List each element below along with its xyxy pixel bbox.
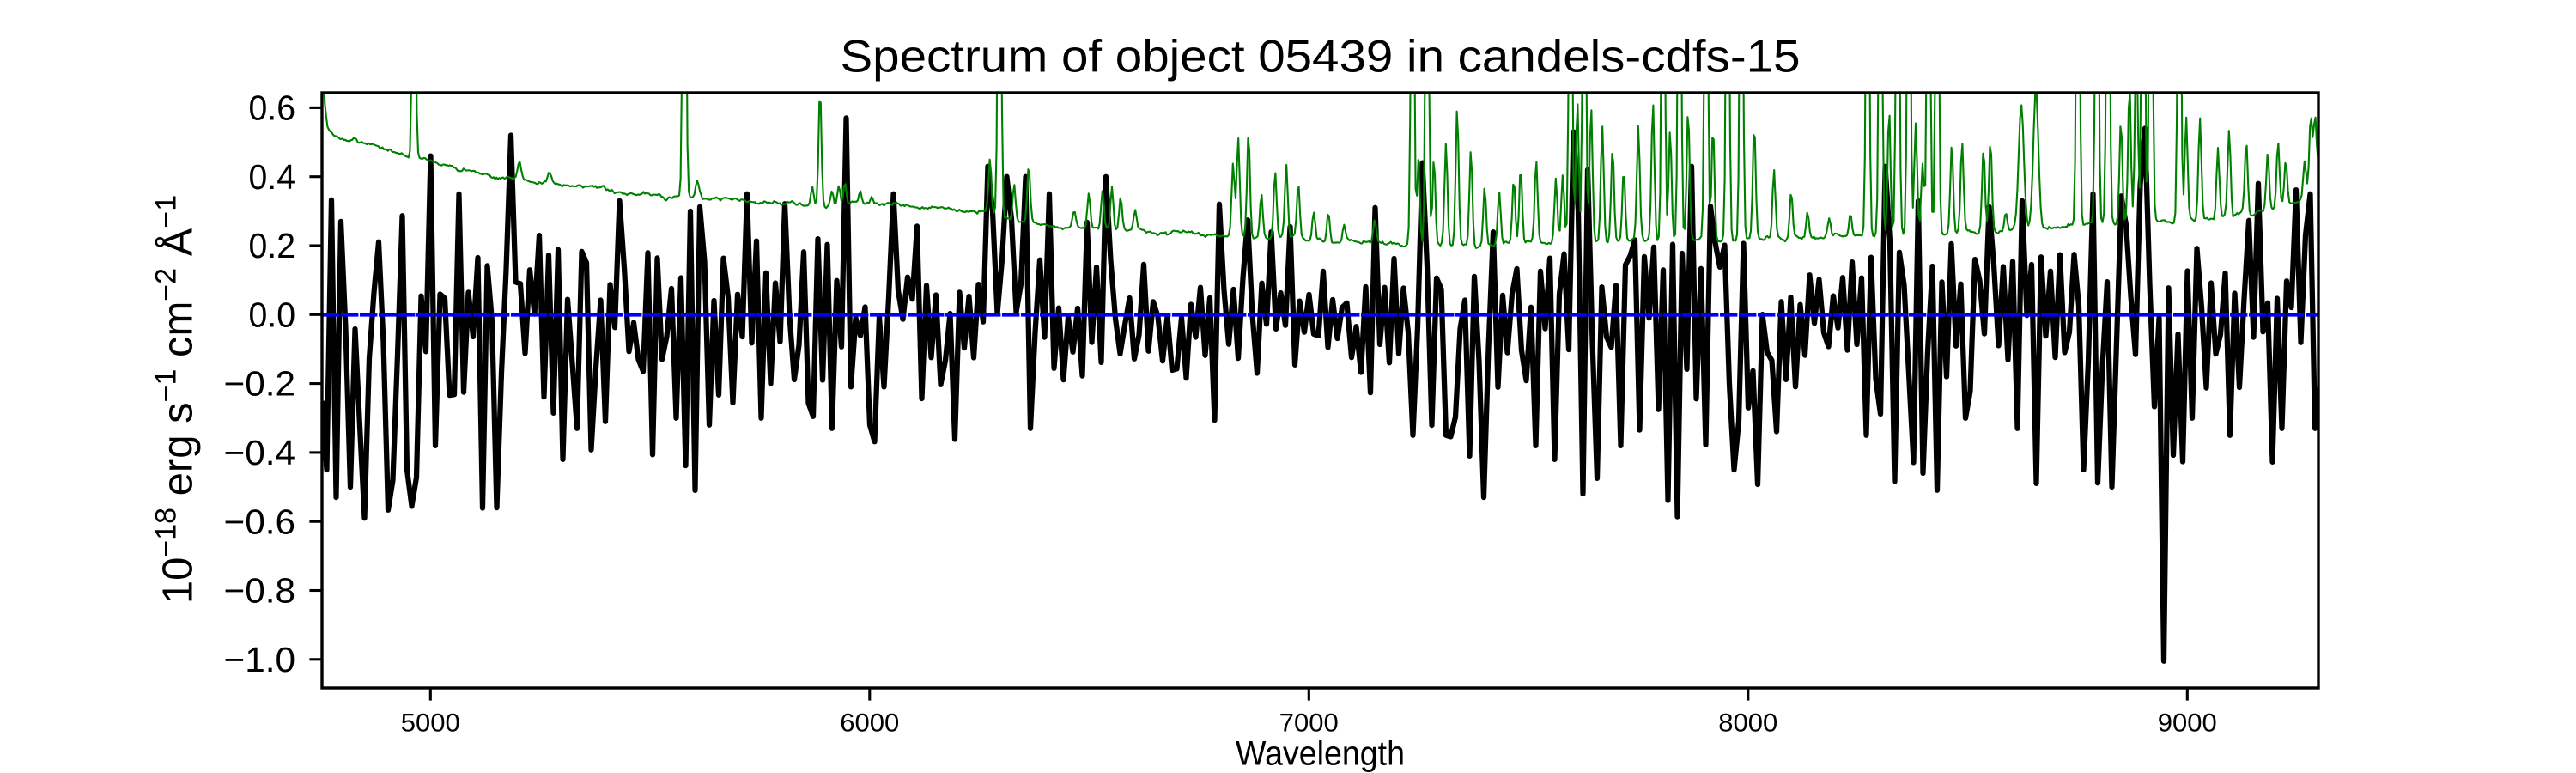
svg-text:0.0: 0.0 [249,295,296,334]
svg-text:Wavelength: Wavelength [1236,735,1405,773]
svg-text:Spectrum of object 05439 in ca: Spectrum of object 05439 in candels-cdfs… [841,31,1801,82]
svg-text:7000: 7000 [1279,709,1339,738]
svg-text:6000: 6000 [840,709,899,738]
svg-text:−0.4: −0.4 [224,433,296,472]
svg-text:5000: 5000 [401,709,460,738]
svg-text:8000: 8000 [1718,709,1777,738]
svg-text:−1.0: −1.0 [224,640,296,679]
svg-text:9000: 9000 [2158,709,2217,738]
svg-text:−0.2: −0.2 [224,364,296,404]
svg-text:0.4: 0.4 [249,157,296,197]
svg-text:0.2: 0.2 [249,226,296,265]
svg-text:−0.6: −0.6 [224,502,296,541]
svg-text:−0.8: −0.8 [224,571,296,611]
svg-text:0.6: 0.6 [249,88,296,128]
